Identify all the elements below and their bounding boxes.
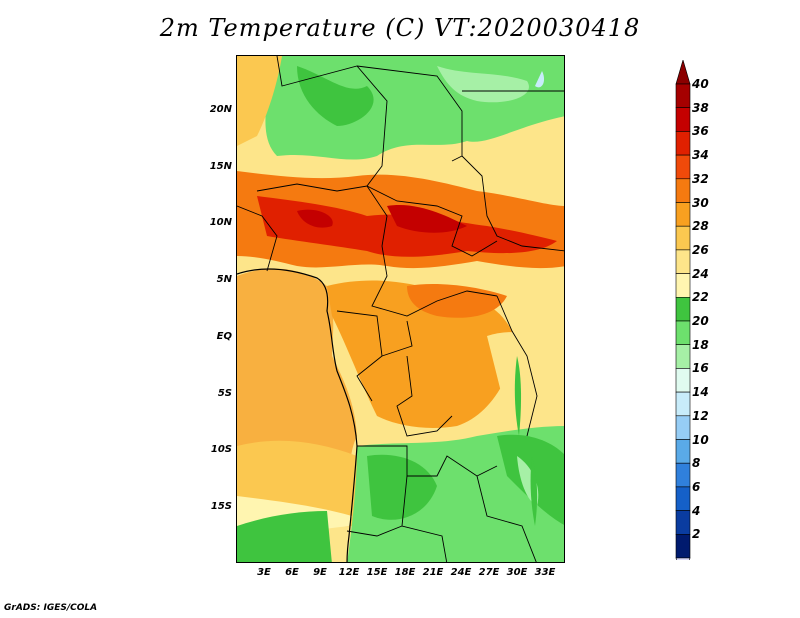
lon-tick-label: 12E <box>338 567 360 578</box>
colorbar-segment <box>675 533 691 559</box>
sahara-green-dark <box>297 66 374 126</box>
colorbar-segment <box>675 225 691 251</box>
colorbar-label: 14 <box>692 385 709 400</box>
lat-tick-label: 5S <box>217 388 232 399</box>
lat-tick-label: 15S <box>210 501 232 512</box>
lon-tick-label: 30E <box>506 567 528 578</box>
angola-green <box>367 454 437 520</box>
colorbar-label: 26 <box>692 242 709 257</box>
congo-hot <box>407 284 507 318</box>
lon-tick-label: 21E <box>422 567 444 578</box>
lat-tick-label: EQ <box>216 331 232 342</box>
map-svg <box>237 56 564 562</box>
chart-title: 2m Temperature (C) VT:2020030418 <box>159 14 641 42</box>
colorbar-segment <box>675 462 691 488</box>
colorbar-segment <box>675 368 691 393</box>
grads-credit: GrADS: IGES/COLA <box>4 603 98 613</box>
colorbar-segment <box>675 510 691 535</box>
lon-tick-label: 27E <box>478 567 500 578</box>
colorbar-label: 8 <box>692 456 701 471</box>
colorbar-label: 12 <box>692 408 709 423</box>
colorbar-segment <box>675 297 691 322</box>
country-borders <box>237 56 564 562</box>
lon-tick-label: 6E <box>285 567 299 578</box>
lon-tick-label: 24E <box>450 567 472 578</box>
sahara-light <box>437 66 529 103</box>
colorbar-segment <box>675 131 691 156</box>
cold-spot <box>535 71 545 88</box>
colorbar-segment <box>675 202 691 227</box>
congo-warm <box>327 280 517 428</box>
coastline <box>237 268 358 562</box>
colorbar-segment <box>675 320 691 346</box>
colorbar-segment <box>675 344 691 369</box>
colorbar-label: 2 <box>692 527 701 542</box>
lat-tick-label: 20N <box>209 104 232 115</box>
hot-core <box>387 205 467 233</box>
colorbar-segment <box>675 249 691 274</box>
colorbar-label: 32 <box>692 171 709 186</box>
lon-tick-label: 15E <box>366 567 388 578</box>
colorbar-label: 22 <box>692 290 709 305</box>
colorbar-segment <box>675 415 691 440</box>
colorbar-label: 18 <box>692 337 709 352</box>
colorbar-label: 34 <box>692 148 709 163</box>
colorbar-label: 28 <box>692 219 709 234</box>
colorbar-label: 36 <box>692 124 709 139</box>
colorbar-label: 10 <box>692 432 709 447</box>
lat-tick-label: 15N <box>209 161 232 172</box>
lon-tick-label: 9E <box>313 567 327 578</box>
colorbar-segment <box>675 107 691 132</box>
lon-tick-label: 3E <box>257 567 271 578</box>
colorbar-segment <box>675 83 691 109</box>
lake-tanganyika <box>514 356 522 436</box>
colorbar-segment <box>675 178 691 203</box>
hot-core-west <box>297 209 333 228</box>
colorbar-label: 40 <box>692 77 709 91</box>
lat-tick-label: 10S <box>210 444 232 455</box>
colorbar-arrow-top <box>675 60 691 85</box>
temperature-map <box>236 55 565 563</box>
colorbar-segment <box>675 486 691 511</box>
colorbar-segment <box>675 154 691 180</box>
colorbar-arrow-bottom <box>675 557 691 560</box>
ocean-green-south <box>237 511 332 562</box>
nw-warm <box>237 56 282 146</box>
colorbar-label: 30 <box>692 195 709 210</box>
east-rift-warm <box>487 332 564 420</box>
colorbar-label: 6 <box>692 479 701 494</box>
lon-tick-label: 18E <box>394 567 416 578</box>
colorbar-label: 24 <box>692 266 709 281</box>
lon-tick-label: 33E <box>534 567 556 578</box>
colorbar-label: 20 <box>692 314 709 328</box>
colorbar-label: 38 <box>692 100 709 115</box>
colorbar-segment <box>675 391 691 417</box>
colorbar-label: 16 <box>692 361 709 376</box>
colorbar-label: 4 <box>692 503 701 518</box>
lake-malawi <box>530 456 538 526</box>
lat-tick-label: 5N <box>216 274 232 285</box>
colorbar-segment <box>675 273 691 298</box>
colorbar-segment <box>675 439 691 464</box>
colorbar <box>675 60 691 560</box>
lat-tick-label: 10N <box>209 217 232 228</box>
